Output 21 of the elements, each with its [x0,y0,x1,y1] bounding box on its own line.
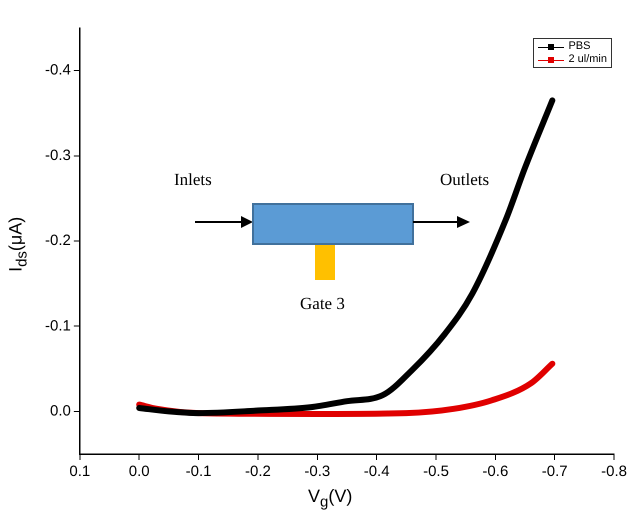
x-tick-label: -0.7 [542,463,568,480]
x-tick-label: -0.2 [244,463,271,480]
x-tick-label: -0.4 [364,463,390,480]
x-tick-label: 0.0 [128,463,150,480]
legend-label: PBS [568,40,590,53]
annotation: Gate 3 [300,294,345,314]
y-tick-label: -0.4 [44,62,71,79]
x-axis-title: V$_{g}$(V) [308,486,352,511]
legend-label: 2 ul/min [568,53,607,66]
annotation: Inlets [174,170,212,190]
x-tick-label: 0.1 [69,463,90,480]
x-tick-label: -0.6 [482,463,508,480]
x-tick-label: -0.1 [186,463,212,480]
x-tick-label: -0.8 [601,463,628,480]
y-tick-label: -0.1 [44,317,71,334]
annotation: Outlets [440,170,490,190]
y-tick-label: -0.3 [44,146,71,164]
y-tick-label: -0.2 [44,232,71,250]
y-tick-label: 0.0 [50,402,71,420]
x-tick-label: -0.3 [304,463,330,480]
x-tick-label: -0.5 [423,463,449,480]
